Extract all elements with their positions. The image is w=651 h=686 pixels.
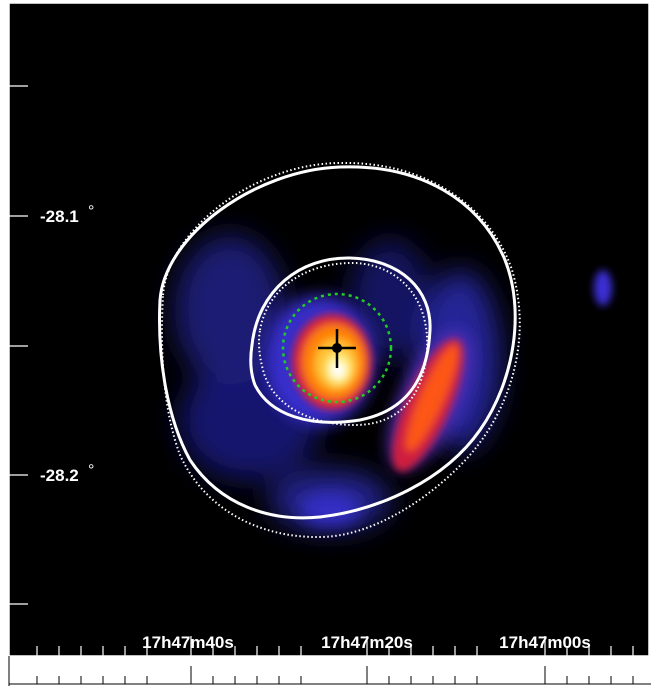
ridge-emission bbox=[392, 338, 464, 472]
dec-label-2: -28.2 bbox=[40, 466, 79, 485]
central-source bbox=[292, 314, 372, 410]
source-region-circle bbox=[281, 292, 393, 404]
ra-label-2: 17h47m20s bbox=[321, 633, 413, 652]
dec-ticks bbox=[9, 85, 28, 605]
inner-contour bbox=[249, 256, 432, 424]
dec-label-1: -28.1 bbox=[40, 207, 79, 226]
source-position-marker bbox=[318, 329, 356, 368]
ra-label-3: 17h47m00s bbox=[499, 633, 591, 652]
dec-degree-2: ° bbox=[88, 462, 94, 479]
faint-source bbox=[594, 270, 612, 306]
ra-label-1: 17h47m40s bbox=[142, 633, 234, 652]
ra-ticks bbox=[36, 636, 634, 656]
outer-contour bbox=[158, 165, 517, 520]
image-frame bbox=[8, 2, 650, 657]
lower-strip bbox=[8, 656, 651, 686]
inner-contour-dotted bbox=[258, 261, 429, 427]
dec-degree-1: ° bbox=[88, 203, 94, 220]
